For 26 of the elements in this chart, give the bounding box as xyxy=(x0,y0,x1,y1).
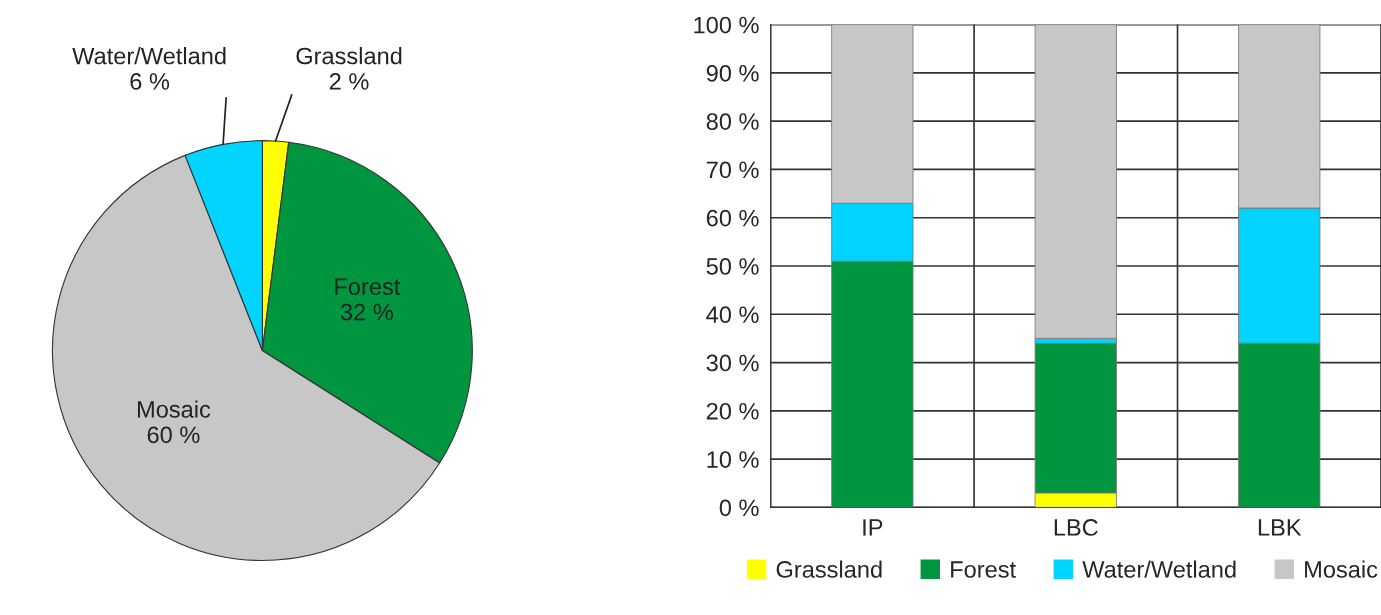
y-tick-label: 30 % xyxy=(706,354,759,372)
data-label: 32 % xyxy=(340,303,393,321)
legend-label: Grassland xyxy=(776,560,882,578)
slice-label: Forest xyxy=(335,278,401,296)
x-tick-label: LBC xyxy=(1054,519,1098,536)
slice-label: Mosaic xyxy=(137,400,211,418)
y-tick-label: 50 % xyxy=(706,258,759,275)
legend-label: Water/Wetland xyxy=(1082,560,1236,578)
y-tick-label: 90 % xyxy=(706,64,759,82)
y-tick-label: 0 % xyxy=(719,499,759,517)
slice-label: Water/Wetland xyxy=(72,47,226,65)
data-label: 60 % xyxy=(147,426,200,444)
legend-label: Forest xyxy=(951,561,1016,578)
y-tick-label: 40 % xyxy=(706,306,759,324)
slice-label: Grassland xyxy=(296,47,402,65)
legend-label: Mosaic xyxy=(1305,560,1378,578)
data-label: 6 % xyxy=(130,73,170,90)
data-label: 2 % xyxy=(329,73,369,90)
x-tick-label: IP xyxy=(863,519,883,536)
y-tick-label: 100 % xyxy=(694,16,759,34)
y-tick-label: 60 % xyxy=(706,209,759,227)
y-tick-label: 20 % xyxy=(706,402,759,420)
y-tick-label: 80 % xyxy=(706,113,759,130)
x-tick-label: LBK xyxy=(1258,519,1302,536)
y-tick-label: 10 % xyxy=(707,451,759,468)
y-tick-label: 70 % xyxy=(706,161,759,179)
